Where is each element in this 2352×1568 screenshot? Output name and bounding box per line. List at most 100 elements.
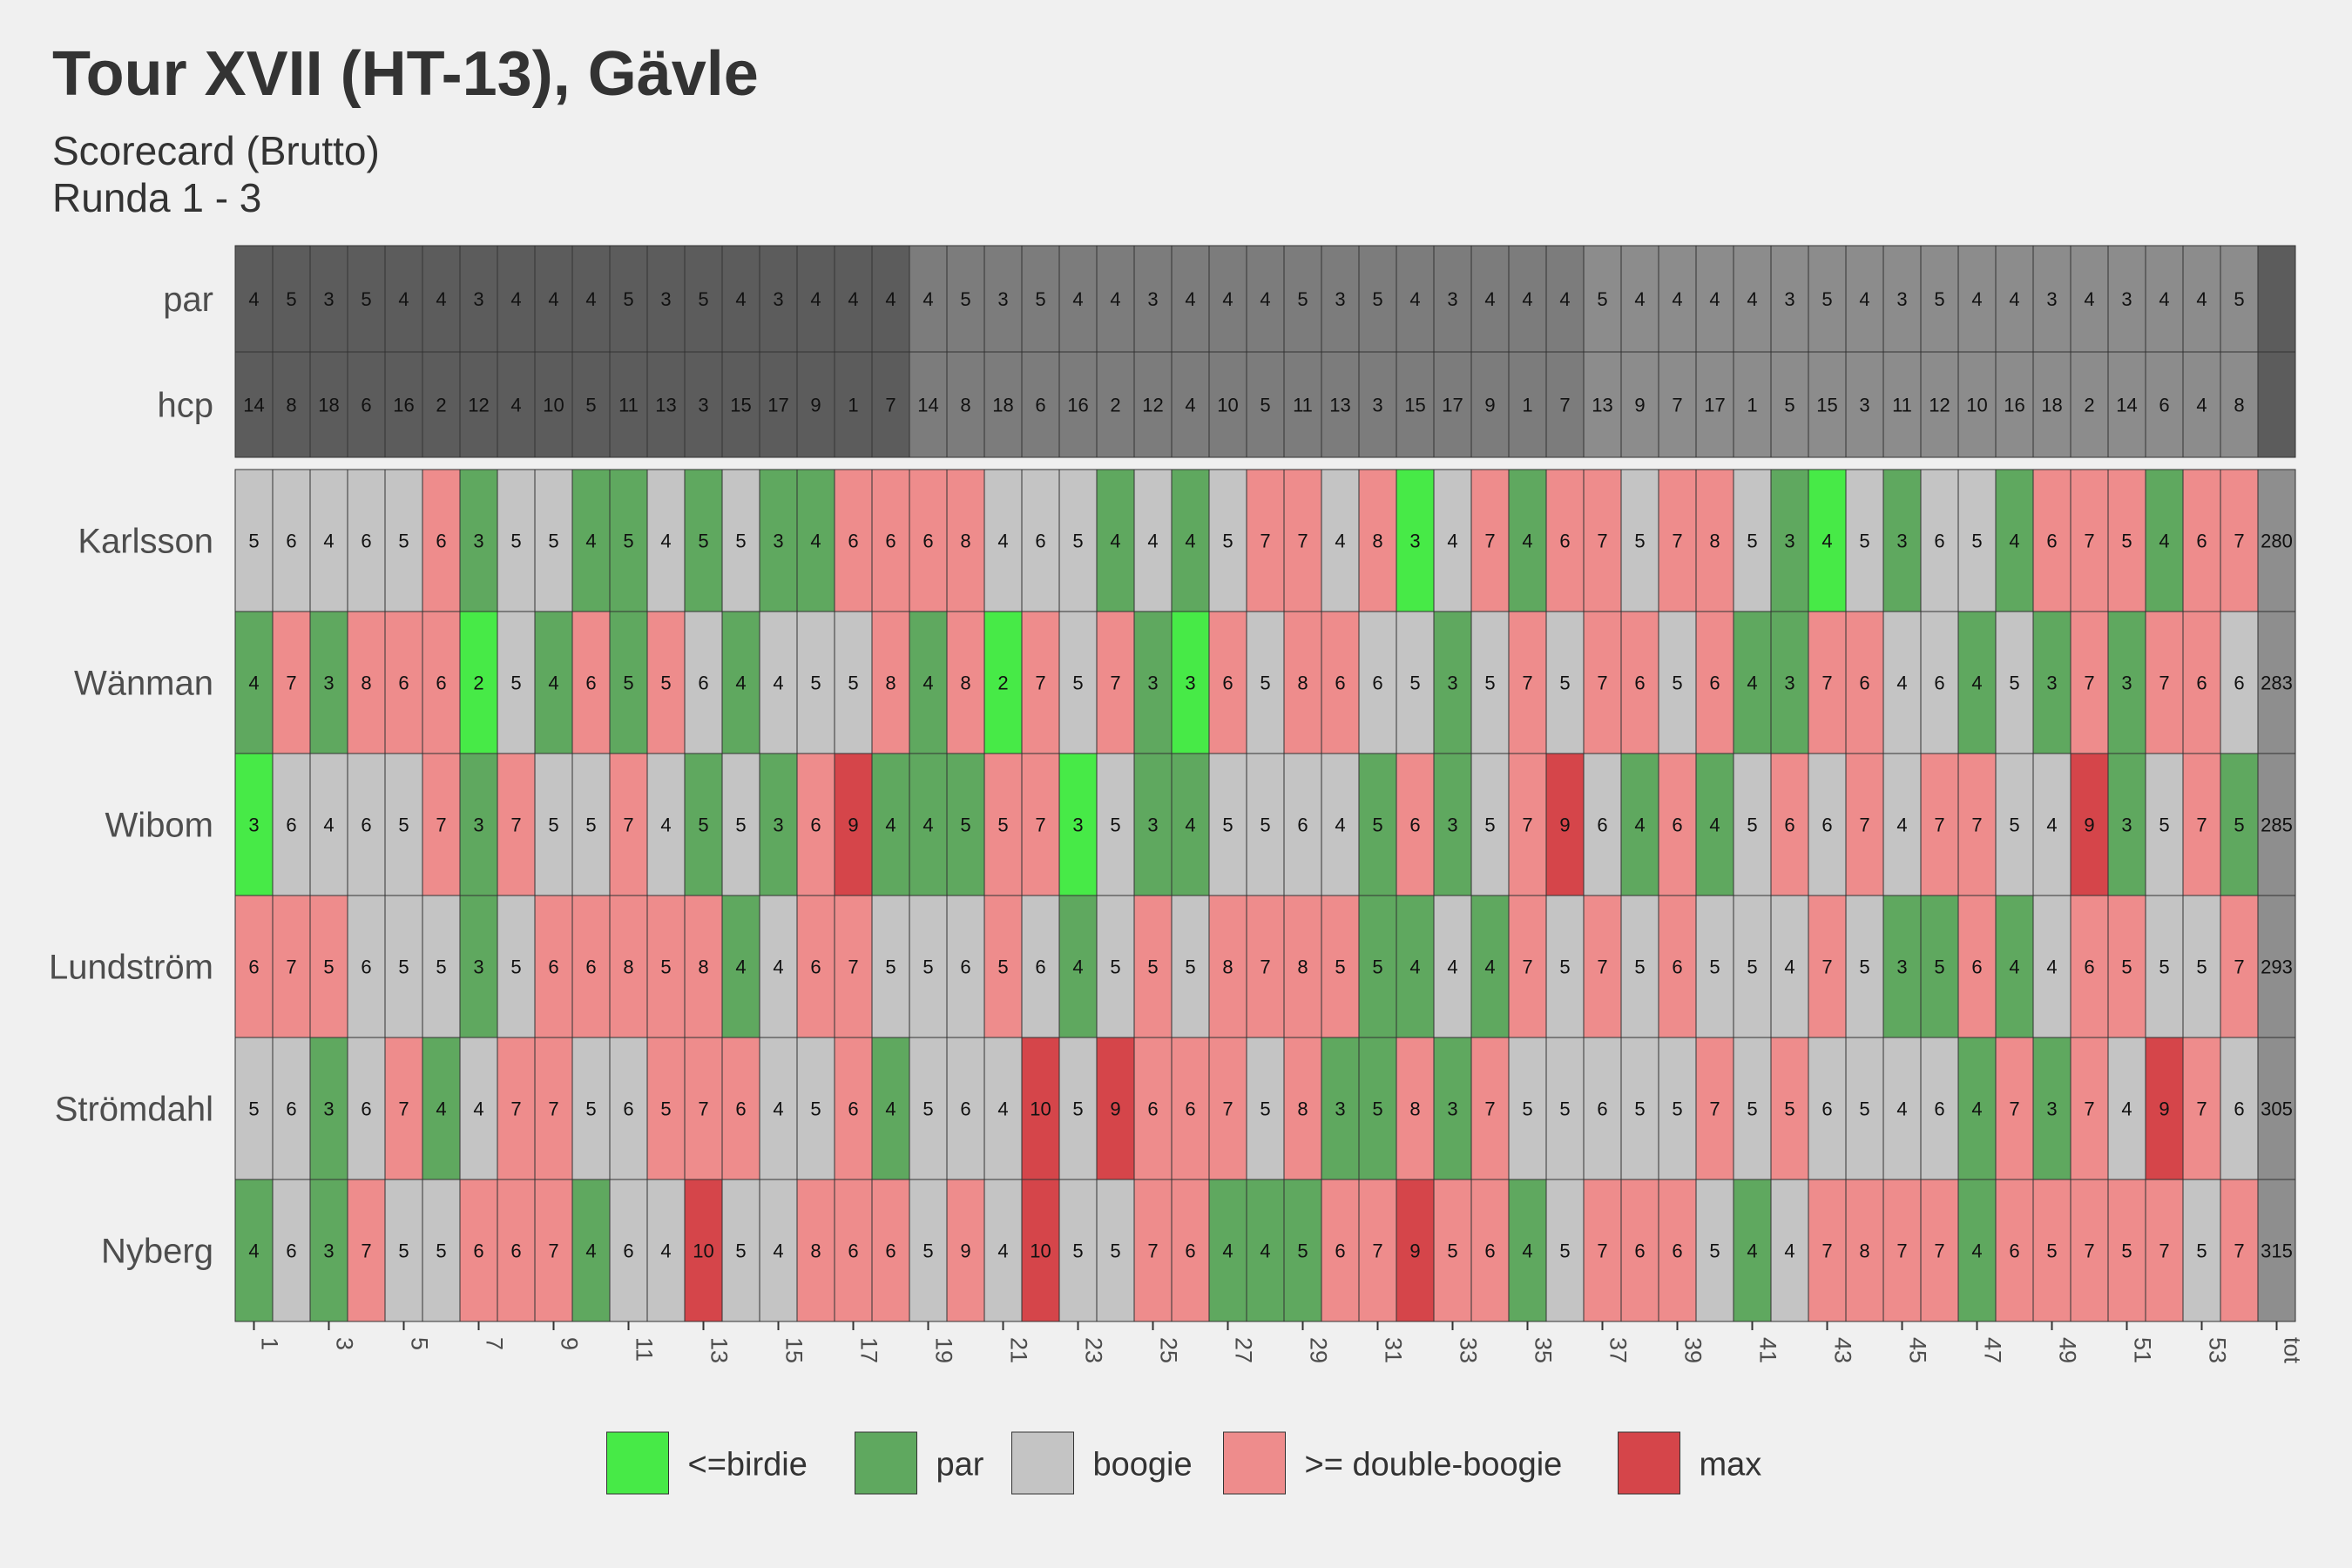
hcp-value: 2	[436, 395, 446, 416]
par-cell	[497, 245, 536, 353]
score-value: 5	[1185, 956, 1195, 978]
hcp-cell	[1246, 351, 1285, 458]
score-cell	[983, 895, 1023, 1038]
score-value: 7	[2234, 1240, 2244, 1262]
score-cell	[871, 1037, 910, 1180]
score-value: 8	[960, 672, 970, 694]
score-value: 3	[323, 672, 334, 694]
score-value: 3	[1409, 531, 1420, 552]
x-tick-label: 3	[332, 1337, 358, 1350]
score-value: 5	[1260, 814, 1270, 836]
score-value: 5	[1559, 1098, 1570, 1120]
score-cell	[234, 469, 274, 612]
score-value: 6	[1597, 814, 1607, 836]
x-tick-label: 25	[1156, 1337, 1182, 1363]
par-cell	[834, 245, 873, 353]
score-value: 6	[1672, 814, 1682, 836]
score-cell	[1433, 469, 1472, 612]
score-value: 6	[1971, 956, 1982, 978]
score-cell	[571, 1037, 611, 1180]
score-value: 4	[1896, 1098, 1907, 1120]
hcp-value: 4	[2196, 395, 2207, 416]
score-value: 6	[1372, 672, 1382, 694]
hcp-cell	[1995, 351, 2034, 458]
score-value: 7	[1934, 1240, 1944, 1262]
score-value: 5	[1747, 814, 1757, 836]
hcp-value: 12	[1142, 395, 1163, 416]
score-cell	[2032, 469, 2072, 612]
score-cell	[646, 1037, 686, 1180]
score-value: 6	[848, 531, 858, 552]
score-cell	[1882, 895, 1922, 1038]
hcp-cell	[1283, 351, 1322, 458]
score-value: 5	[1110, 1240, 1120, 1262]
score-value: 4	[2046, 956, 2057, 978]
score-cell	[1658, 753, 1697, 896]
chart-title: Tour XVII (HT-13), Gävle	[52, 39, 759, 109]
score-value: 6	[2046, 531, 2057, 552]
score-value: 5	[585, 1098, 596, 1120]
hcp-value: 2	[1110, 395, 1120, 416]
par-value: 5	[1297, 288, 1308, 310]
score-cell	[272, 1037, 311, 1180]
score-value: 5	[1222, 814, 1233, 836]
score-cell	[1808, 611, 1847, 754]
score-cell	[721, 1179, 760, 1322]
score-value: 5	[1634, 1098, 1645, 1120]
score-cell	[1957, 1179, 1997, 1322]
score-cell	[1995, 753, 2034, 896]
score-value: 6	[623, 1098, 633, 1120]
score-value: 3	[1896, 531, 1907, 552]
score-cell	[1321, 611, 1360, 754]
par-value: 3	[323, 288, 334, 310]
score-cell	[1808, 895, 1847, 1038]
par-value: 3	[473, 288, 483, 310]
player-name: Nyberg	[101, 1233, 213, 1271]
legend-swatch-double	[1223, 1431, 1286, 1495]
hcp-value: 18	[992, 395, 1013, 416]
score-value: 6	[361, 814, 371, 836]
score-value: 5	[1859, 956, 1869, 978]
total-value: 305	[2261, 1098, 2293, 1120]
score-value: 5	[510, 531, 521, 552]
score-value: 7	[1896, 1240, 1907, 1262]
par-cell	[1545, 245, 1585, 353]
legend-swatch-boogie	[1011, 1431, 1074, 1495]
score-value: 9	[1110, 1098, 1120, 1120]
score-cell	[1396, 753, 1435, 896]
score-cell	[1995, 1179, 2034, 1322]
score-cell	[1545, 895, 1585, 1038]
hcp-cell	[1096, 351, 1135, 458]
hcp-value: 10	[543, 395, 564, 416]
score-value: 5	[1409, 672, 1420, 694]
score-value: 5	[1672, 672, 1682, 694]
hcp-cell	[1321, 351, 1360, 458]
hcp-value: 15	[730, 395, 751, 416]
score-cell	[2107, 753, 2146, 896]
hcp-value: 14	[243, 395, 264, 416]
score-cell	[1620, 1179, 1659, 1322]
score-cell	[871, 895, 910, 1038]
score-cell	[571, 895, 611, 1038]
score-value: 6	[361, 956, 371, 978]
par-value: 4	[885, 288, 896, 310]
score-value: 5	[1559, 1240, 1570, 1262]
hcp-cell	[1058, 351, 1098, 458]
score-value: 4	[735, 672, 746, 694]
score-value: 6	[1709, 672, 1720, 694]
score-cell	[1658, 1179, 1697, 1322]
score-value: 4	[1971, 672, 1982, 694]
score-value: 3	[323, 1240, 334, 1262]
score-value: 7	[1597, 1240, 1607, 1262]
par-value: 3	[1335, 288, 1345, 310]
score-value: 6	[1147, 1098, 1158, 1120]
par-cell	[871, 245, 910, 353]
score-cell	[1920, 753, 1959, 896]
hcp-cell	[946, 351, 985, 458]
total-value: 285	[2261, 814, 2293, 836]
score-cell	[422, 611, 461, 754]
score-cell	[1583, 753, 1622, 896]
x-tick-label: 31	[1381, 1337, 1407, 1363]
score-cell	[1246, 469, 1285, 612]
player-name: Lundström	[49, 949, 213, 987]
